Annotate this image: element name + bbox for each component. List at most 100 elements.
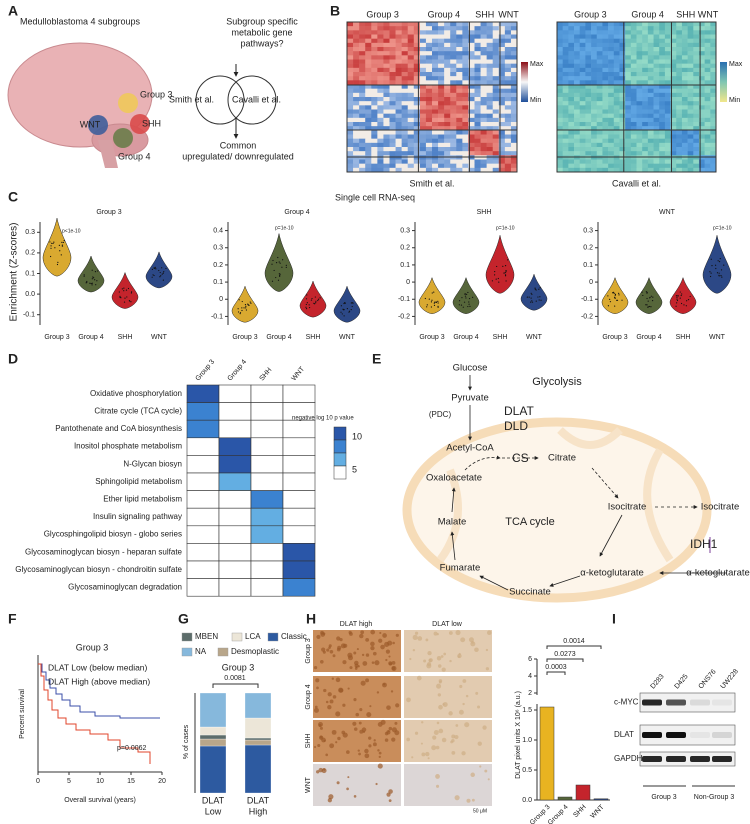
heatmap-cell bbox=[389, 130, 396, 135]
protein-label: DLAT bbox=[614, 730, 634, 739]
heatmap-cell bbox=[608, 113, 615, 119]
metabolite: Isocitrate bbox=[701, 502, 740, 513]
stain bbox=[384, 738, 389, 742]
heatmap-cell bbox=[670, 63, 677, 69]
heatmap-cell bbox=[383, 38, 390, 44]
heatmap-cell bbox=[636, 97, 643, 102]
heatmap-cell bbox=[218, 490, 252, 509]
heatmap-cell bbox=[579, 113, 586, 119]
heatmap-cell bbox=[659, 151, 666, 156]
jitter bbox=[614, 305, 616, 307]
heatmap-cell bbox=[456, 67, 463, 73]
heatmap-cell bbox=[353, 151, 360, 156]
heatmap-cell bbox=[562, 38, 569, 44]
brainstem bbox=[98, 140, 118, 168]
stain bbox=[362, 661, 368, 666]
heatmap-cell bbox=[432, 34, 439, 39]
heatmap-cell bbox=[359, 34, 366, 39]
heatmap-cell bbox=[504, 22, 512, 27]
heatmap-cell bbox=[492, 163, 500, 169]
heatmap-cell bbox=[693, 117, 700, 123]
mitochondrion bbox=[402, 417, 712, 603]
heatmap-cell bbox=[186, 472, 220, 491]
stain bbox=[454, 795, 460, 801]
heatmap-cell bbox=[579, 34, 586, 39]
heatmap-cell bbox=[365, 84, 372, 89]
heatmap-cell bbox=[591, 51, 598, 56]
heatmap-cell bbox=[504, 72, 512, 77]
heatmap-cell bbox=[698, 26, 705, 31]
stain bbox=[471, 798, 475, 802]
heatmap-cell bbox=[681, 122, 688, 127]
heatmap-cell bbox=[664, 92, 671, 98]
panel-label: A bbox=[8, 3, 18, 19]
heatmap-cell bbox=[698, 55, 705, 60]
heatmap-cell bbox=[282, 384, 316, 403]
heatmap-cell bbox=[395, 88, 402, 94]
heatmap-cell bbox=[664, 88, 671, 94]
jitter bbox=[612, 291, 615, 294]
heatmap-cell bbox=[462, 30, 469, 35]
heatmap-cell bbox=[693, 51, 700, 56]
jitter bbox=[340, 311, 342, 313]
heatmap-cell bbox=[630, 117, 637, 123]
heatmap-cell bbox=[377, 101, 384, 106]
heatmap-cell bbox=[365, 151, 372, 156]
heatmap-cell bbox=[608, 59, 615, 64]
heatmap-cell bbox=[474, 101, 481, 106]
heatmap-cell bbox=[636, 138, 643, 144]
stain bbox=[436, 655, 442, 661]
stain bbox=[391, 737, 396, 742]
stain bbox=[485, 667, 490, 671]
heatmap-cell bbox=[395, 142, 402, 148]
jitter bbox=[433, 302, 435, 304]
heatmap-cell bbox=[186, 490, 220, 509]
heatmap-cell bbox=[613, 42, 620, 48]
legend-swatch bbox=[231, 632, 243, 642]
heatmap-cell bbox=[687, 26, 694, 31]
jitter bbox=[123, 287, 125, 289]
heatmap-cell bbox=[619, 55, 626, 60]
heatmap-cell bbox=[468, 113, 475, 119]
jitter bbox=[54, 247, 56, 249]
heatmap-cell bbox=[383, 88, 390, 94]
heatmap-cell bbox=[613, 84, 620, 89]
cristae bbox=[436, 427, 674, 563]
color-legend bbox=[521, 62, 528, 102]
heatmap-cell bbox=[474, 26, 481, 31]
heatmap-cell bbox=[468, 55, 475, 60]
jitter bbox=[539, 287, 541, 289]
jitter bbox=[95, 284, 97, 286]
heatmap-cell bbox=[444, 122, 451, 127]
heatmap-cell bbox=[492, 30, 500, 35]
stain bbox=[389, 662, 393, 666]
stain bbox=[328, 794, 334, 800]
heatmap-cell bbox=[377, 117, 384, 123]
heatmap-cell bbox=[636, 55, 643, 60]
heatmap-cell bbox=[389, 151, 396, 156]
heatmap-cell bbox=[664, 109, 671, 114]
heatmap-cell bbox=[510, 151, 518, 156]
heatmap-cell bbox=[413, 88, 421, 94]
heatmap-cell bbox=[659, 63, 666, 69]
arrow bbox=[599, 514, 623, 557]
jitter bbox=[123, 290, 125, 292]
heatmap-cell bbox=[438, 51, 445, 56]
heatmap-cell bbox=[486, 47, 494, 52]
heatmap-cell bbox=[585, 72, 592, 77]
heatmap-cell bbox=[498, 105, 506, 110]
stain bbox=[335, 677, 341, 683]
heatmap-cell bbox=[676, 134, 683, 139]
jitter bbox=[689, 295, 691, 298]
jitter bbox=[238, 299, 240, 301]
heatmap-cell bbox=[438, 105, 445, 110]
heatmap-cell bbox=[347, 101, 354, 106]
heatmap-cell bbox=[456, 155, 463, 160]
heatmap-cell bbox=[407, 67, 415, 73]
title: Glycolysis bbox=[532, 376, 582, 388]
heatmap-cell bbox=[413, 84, 421, 89]
heatmap-cell bbox=[704, 26, 711, 31]
heatmap-cell bbox=[619, 130, 626, 135]
heatmap-cell bbox=[218, 419, 252, 439]
heatmap-cell bbox=[377, 130, 384, 135]
